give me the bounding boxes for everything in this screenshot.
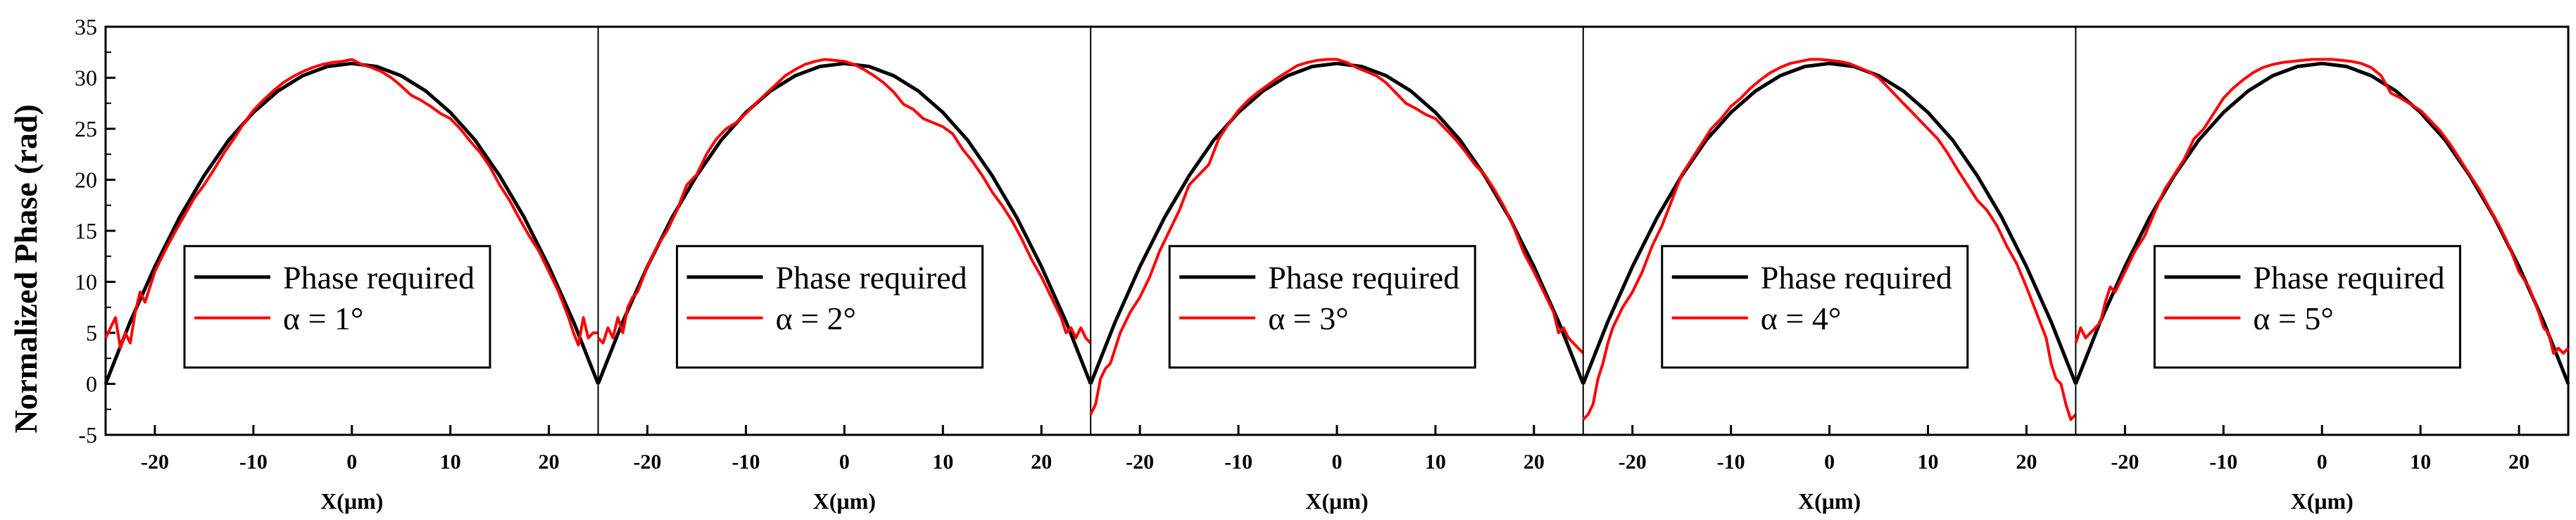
plot-frame [104, 25, 2570, 436]
legend-label: Phase required [283, 260, 475, 296]
legend-label: Phase required [776, 260, 967, 296]
y-tick-label: 20 [75, 167, 97, 193]
series-line-measured [597, 58, 1092, 345]
legend-label: α = 3° [1268, 300, 1348, 336]
x-tick-label: -10 [1224, 450, 1252, 474]
legend-box [676, 245, 984, 369]
x-tick-label: -10 [731, 450, 760, 474]
x-tick-label: 20 [2016, 450, 2037, 474]
x-tick-label: 10 [1918, 450, 1939, 474]
y-tick-label: -5 [78, 422, 97, 448]
legend: Phase required α = 5° [2153, 245, 2461, 369]
y-axis-title: Normalized Phase (rad) [8, 104, 44, 433]
x-axis-title: X(μm) [320, 488, 383, 514]
x-tick-label: 0 [839, 450, 850, 474]
x-tick-label: -20 [1126, 450, 1154, 474]
x-tick-label: 0 [1824, 450, 1835, 474]
x-tick-label: -10 [1717, 450, 1745, 474]
legend: Phase required α = 3° [1168, 245, 1476, 369]
x-tick-label: 10 [440, 450, 461, 474]
series-line-phase-required [103, 61, 600, 385]
x-axis-title: X(μm) [2291, 488, 2354, 514]
y-tick-label: 30 [75, 65, 97, 91]
x-tick-label: -20 [1619, 450, 1647, 474]
y-tick-label: 0 [86, 372, 97, 397]
legend: Phase required α = 1° [183, 245, 491, 369]
x-tick-label: 10 [1425, 450, 1446, 474]
x-tick-label: -20 [2111, 450, 2139, 474]
x-tick-label: 0 [346, 450, 357, 474]
panel-3: -20 -10 0 10 20 X(μm) Phase required α = 3° [1088, 27, 1585, 514]
x-axis-title: X(μm) [813, 488, 876, 514]
legend: Phase required α = 2° [676, 245, 984, 369]
panel-1: -20 -10 0 10 20 X(μm) Phase required α = 1° [103, 58, 600, 514]
legend: Phase required α = 4° [1661, 245, 1969, 369]
legend-box [2153, 245, 2461, 369]
panel-4: -20 -10 0 10 20 X(μm) Phase required α = 4° [1581, 27, 2078, 514]
plot-area: -5 0 5 10 15 20 25 30 35 -20 -10 0 10 20 X(μm) Phase re… [75, 14, 2570, 514]
series-line-measured [1089, 58, 1585, 415]
legend-label: Phase required [2253, 260, 2444, 296]
panel-5: -20 -10 0 10 20 X(μm) Phase required α = 5° [2074, 27, 2570, 514]
y-tick-label: 15 [75, 218, 97, 243]
x-tick-label: 0 [1332, 450, 1343, 474]
legend-label: α = 5° [2253, 300, 2333, 336]
legend-box [183, 245, 491, 369]
x-tick-label: 20 [1031, 450, 1052, 474]
legend-label: Phase required [1761, 260, 1952, 296]
legend-label: Phase required [1268, 260, 1459, 296]
legend-box [1661, 245, 1969, 369]
x-tick-label: 20 [539, 450, 560, 474]
x-tick-label: -10 [239, 450, 268, 474]
x-tick-label: 20 [2508, 450, 2530, 474]
y-tick-label: 35 [75, 14, 97, 39]
x-axis-title: X(μm) [1305, 488, 1368, 514]
series-line-measured [104, 58, 598, 350]
legend-label: α = 2° [776, 300, 856, 336]
x-tick-label: 10 [932, 450, 953, 474]
x-tick-label: 10 [2410, 450, 2431, 474]
y-tick-label: 5 [86, 320, 97, 345]
panel-2: -20 -10 0 10 20 X(μm) Phase required α = 2° [596, 27, 1093, 514]
y-tick-label: 25 [75, 116, 97, 141]
series-line-phase-required [1581, 61, 2078, 385]
series-line-measured [1582, 58, 2077, 421]
legend-label: α = 4° [1761, 300, 1841, 336]
x-tick-label: 0 [2317, 450, 2327, 474]
x-tick-label: -10 [2209, 450, 2237, 474]
legend-label: α = 1° [283, 300, 363, 336]
x-tick-label: -20 [141, 450, 169, 474]
x-tick-label: 20 [1523, 450, 1545, 474]
legend-box [1168, 245, 1476, 369]
series-line-measured [2074, 58, 2570, 355]
x-axis-title: X(μm) [1798, 488, 1861, 514]
y-tick-label: 10 [75, 269, 97, 295]
x-tick-label: -20 [634, 450, 662, 474]
